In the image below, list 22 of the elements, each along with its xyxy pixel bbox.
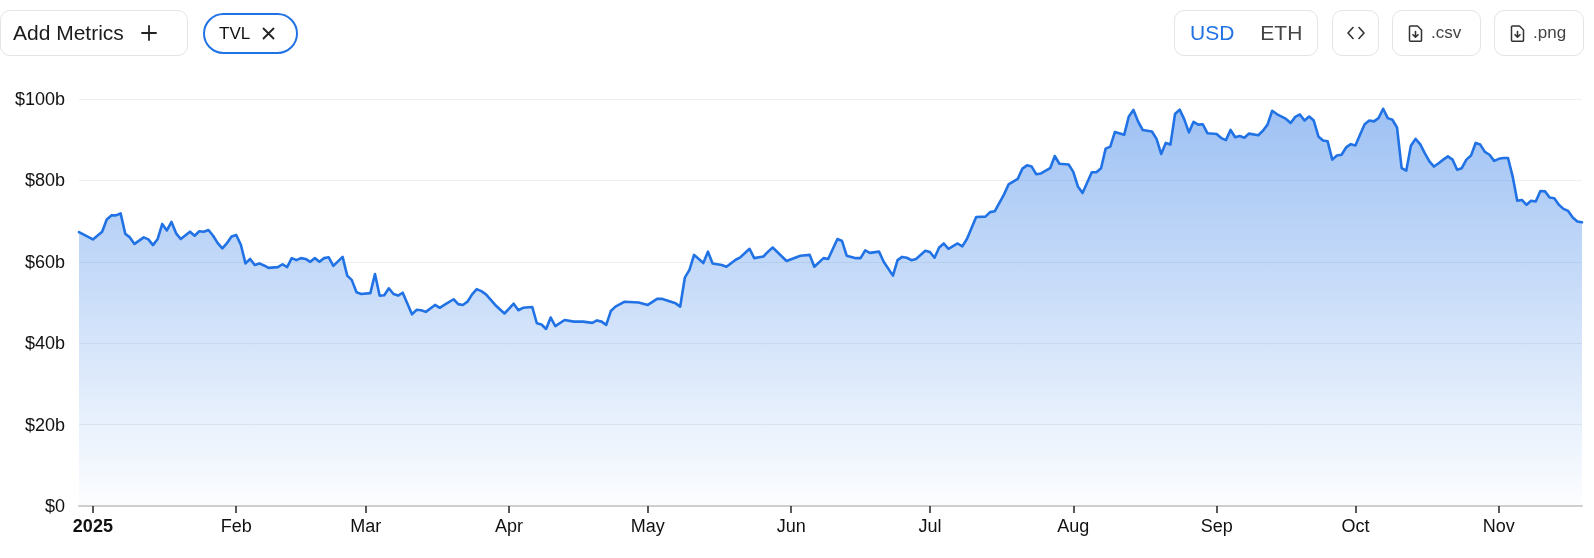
button: Add Metrics (0, 10, 188, 56)
x-tick-label: Feb (220, 516, 252, 536)
x-tick-label: Nov (1482, 516, 1515, 536)
button: .csv (1392, 10, 1481, 56)
x-tick-label: Oct (1341, 516, 1370, 536)
x-tick-label: Mar (350, 516, 382, 536)
x-tick-label: Jul (918, 516, 942, 536)
x-tick-label: May (630, 516, 665, 536)
button: .png (1494, 10, 1584, 56)
y-tick-label: $60b (24, 251, 65, 272)
chip: TVL (203, 13, 298, 54)
y-tick-label: $40b (24, 333, 65, 354)
x-tick-label: Sep (1200, 516, 1233, 536)
x-tick-label: Apr (495, 516, 524, 536)
y-tick-label: $20b (24, 414, 65, 435)
toggle: USD ETH (1174, 10, 1318, 56)
x-tick-label: Aug (1057, 516, 1090, 536)
x-tick-label: 2025 (72, 516, 113, 536)
y-tick-label: $100b (14, 89, 65, 109)
x-tick-label: Jun (776, 516, 806, 536)
y-tick-label: $80b (24, 170, 65, 191)
y-tick-label: $0 (44, 496, 65, 516)
